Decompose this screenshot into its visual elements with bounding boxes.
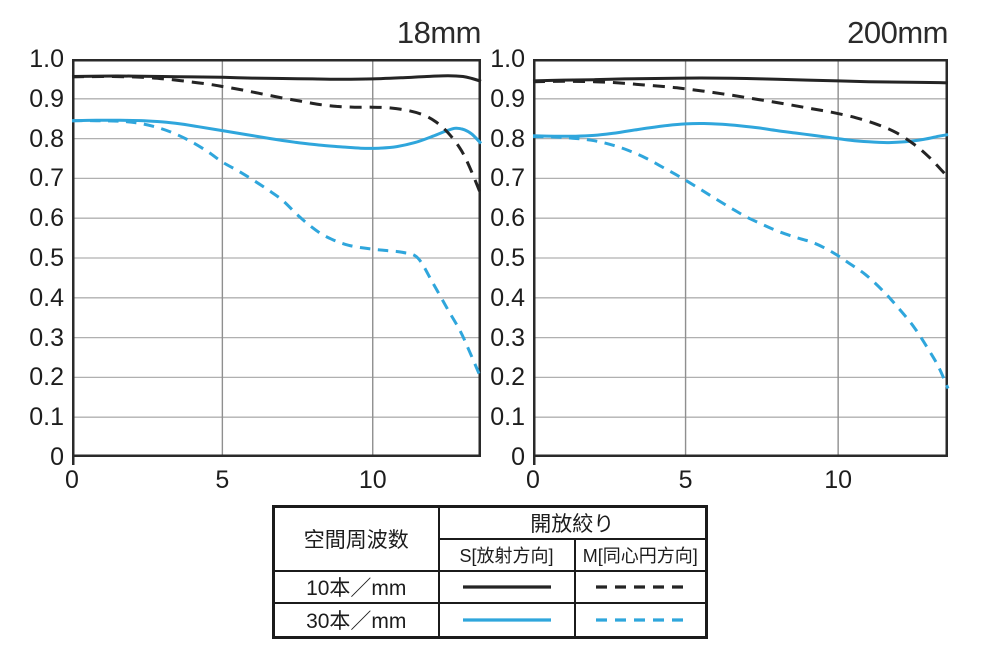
y-tick-label: 0.9 [29,84,64,113]
blue-solid-line-sample [462,618,551,622]
legend-line-10-sagittal [437,570,576,604]
y-tick-label: 0.5 [490,244,525,272]
x-tick-label: 10 [358,466,387,494]
mtf-chart-200mm: 200mm 1.0 0.9 0.8 0.7 0.6 0.5 0.4 0.3 0.2 0.1 0 0 5 1… [471,14,950,502]
curve-m30 [71,119,483,379]
curve-m10 [532,79,950,179]
curve-s30 [71,118,483,150]
x-tick-label: 0 [65,466,79,494]
legend-row-10-label: 10本／mm [272,570,440,604]
plot-frame [533,59,948,457]
plot-area-200mm [532,59,950,465]
x-tick-label: 10 [824,466,853,494]
chart-title-200mm: 200mm [847,15,948,50]
legend-sagittal-header: S[放射方向] [437,538,576,572]
y-tick-label: 0.8 [490,124,525,153]
black-solid-line-sample [462,585,551,589]
y-tick-label: 0.1 [29,403,64,432]
x-tick-label: 5 [678,466,693,494]
y-tick-label: 0.6 [490,204,525,233]
y-tick-label: 1.0 [490,45,525,73]
y-tick-label: 0.3 [490,323,525,352]
y-tick-label: 0.8 [29,124,64,153]
black-dashed-line-sample [596,585,685,589]
curve-s30 [532,121,949,145]
y-tick-label: 0.2 [29,363,64,392]
mtf-chart-18mm: 18mm 1.0 0.9 0.8 0.7 0.6 0.5 0.4 0.3 0.2 0.1 0 0 5 10 [10,14,483,502]
x-tick-label: 0 [526,466,540,494]
y-tick-label: 0 [511,443,525,471]
y-tick-label: 1.0 [29,45,64,73]
x-tick-label: 5 [215,466,230,494]
curve-s10 [71,74,482,83]
y-tick-label: 0.4 [29,283,64,312]
y-tick-label: 0.7 [29,164,64,193]
curve-m10 [71,74,483,196]
chart-title-18mm: 18mm [396,15,482,50]
legend-aperture-header: 開放絞り [437,505,708,540]
y-tick-label: 0.2 [490,363,525,392]
legend-spatial-frequency-header: 空間周波数 [272,505,440,572]
y-tick-label: 0.1 [490,403,525,432]
y-tick-label: 0.9 [490,84,525,113]
plot-area-18mm [71,59,483,465]
blue-dashed-line-sample [596,618,685,622]
y-tick-label: 0.3 [29,323,64,352]
plot-frame [72,59,481,457]
y-tick-label: 0.4 [490,283,525,312]
y-tick-label: 0.5 [29,244,64,272]
legend-line-10-meridional [573,570,708,604]
legend-meridional-header: M[同心円方向] [573,538,708,572]
legend-line-30-meridional [573,602,708,638]
y-tick-label: 0.6 [29,204,64,233]
legend-row-30-label: 30本／mm [272,602,440,638]
curve-s10 [532,76,949,85]
curve-m30 [532,135,950,390]
y-tick-label: 0 [50,443,64,471]
legend-table: 空間周波数 開放絞り S[放射方向] M[同心円方向] 10本／mm 30本／m… [272,505,708,639]
y-tick-label: 0.7 [490,164,525,193]
legend-line-30-sagittal [437,602,576,638]
